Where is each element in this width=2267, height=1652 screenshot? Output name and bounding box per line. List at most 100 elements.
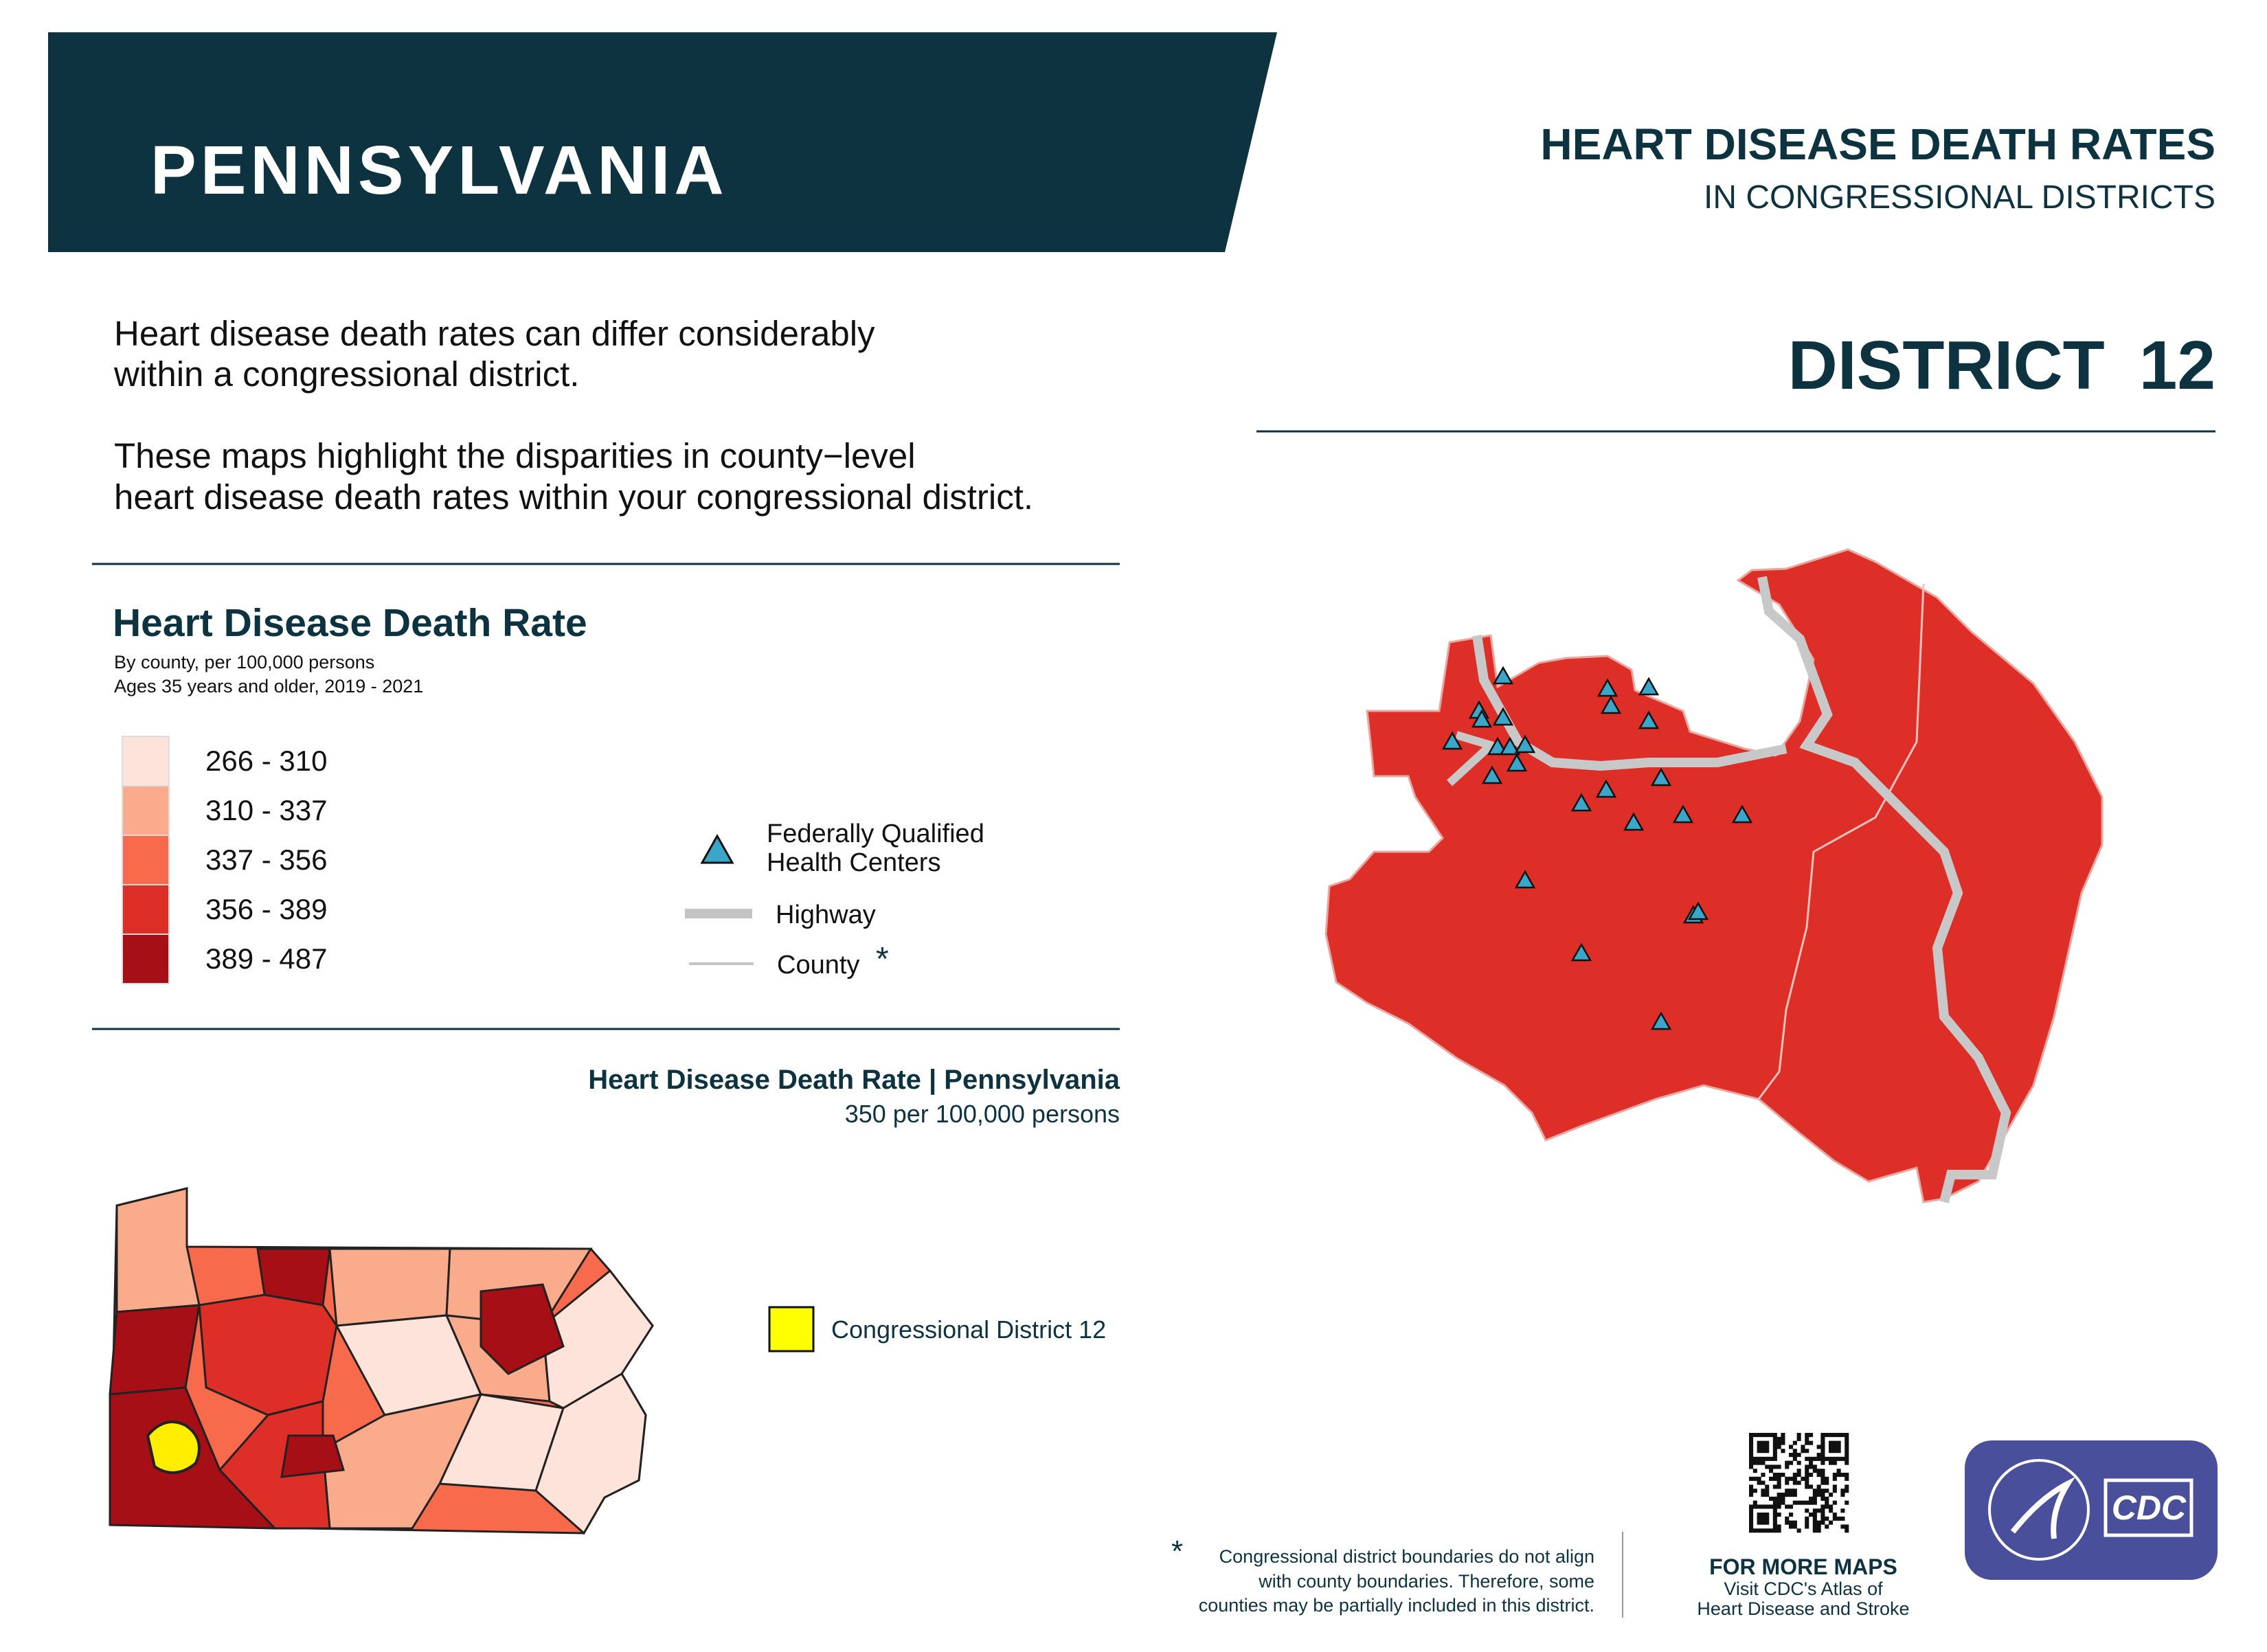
bin-label: 266 - 310	[205, 745, 327, 777]
qr-module	[1792, 1500, 1797, 1505]
fqhc-marker	[1499, 736, 1521, 756]
qr-module	[1825, 1456, 1829, 1461]
qr-module	[1789, 1460, 1794, 1465]
bin-swatch	[122, 884, 170, 935]
qr-module	[1812, 1528, 1817, 1533]
qr-module	[1749, 1504, 1754, 1509]
qr-module	[1820, 1480, 1825, 1485]
qr-module	[1789, 1493, 1794, 1497]
qr-module	[1765, 1528, 1770, 1533]
county-label: County	[777, 951, 859, 980]
qr-module	[1777, 1496, 1781, 1501]
qr-module	[1749, 1476, 1754, 1481]
bin-swatch	[122, 835, 170, 885]
bin-label: 310 - 337	[205, 794, 327, 826]
qr-module	[1765, 1440, 1770, 1445]
qr-module	[1777, 1480, 1781, 1485]
qr-module	[1757, 1476, 1761, 1481]
qr-module	[1789, 1524, 1794, 1529]
qr-module	[1805, 1473, 1809, 1478]
qr-module	[1805, 1436, 1809, 1441]
qr-module	[1772, 1449, 1777, 1453]
hhs-eagle	[2010, 1477, 2075, 1539]
legend-title: Heart Disease Death Rate	[113, 601, 587, 645]
qr-module	[1845, 1456, 1849, 1461]
qr-module	[1789, 1453, 1794, 1458]
qr-module	[1777, 1513, 1781, 1517]
qr-module	[1845, 1436, 1849, 1441]
qr-module	[1757, 1460, 1761, 1465]
qr-module	[1825, 1433, 1829, 1438]
qr-module	[1836, 1445, 1841, 1449]
qr-module	[1816, 1453, 1821, 1458]
qr-module	[1796, 1480, 1801, 1485]
qr-module	[1785, 1504, 1790, 1509]
title: HEART DISEASE DEATH RATES	[1540, 120, 2215, 169]
fqhc-marker	[1600, 695, 1622, 714]
qr-module	[1836, 1449, 1841, 1453]
qr-module	[1789, 1513, 1794, 1517]
bin-label: 389 - 487	[205, 942, 327, 975]
qr-module	[1832, 1460, 1837, 1465]
qr-module	[1772, 1453, 1777, 1458]
qr-module	[1809, 1456, 1814, 1461]
qr-module	[1820, 1496, 1825, 1501]
qr-module	[1769, 1433, 1774, 1438]
footnote-line: counties may be partially included in th…	[1199, 1595, 1594, 1616]
intro-line: heart disease death rates within your co…	[114, 477, 1033, 517]
qr-module	[1836, 1516, 1841, 1521]
qr-module	[1781, 1473, 1785, 1478]
qr-module	[1749, 1508, 1754, 1513]
footnote-line: with county boundaries. Therefore, some	[1258, 1571, 1594, 1592]
qr-module	[1769, 1469, 1774, 1473]
qr-module	[1805, 1469, 1809, 1473]
qr-module	[1781, 1436, 1785, 1441]
highway-label: Highway	[776, 901, 876, 929]
qr-module	[1832, 1449, 1837, 1453]
qr-module	[1749, 1445, 1754, 1449]
qr-module	[1772, 1473, 1777, 1478]
qr-module	[1832, 1476, 1837, 1481]
qr-module	[1816, 1469, 1821, 1473]
qr-module	[1789, 1445, 1794, 1449]
qr-module	[1845, 1440, 1849, 1445]
state-rate-title: Heart Disease Death Rate | Pennsylvania	[588, 1065, 1120, 1095]
qr-module	[1796, 1469, 1801, 1473]
qr-module	[1777, 1476, 1781, 1481]
qr-module	[1777, 1436, 1781, 1441]
qr-module	[1789, 1476, 1794, 1481]
qr-module	[1805, 1456, 1809, 1461]
qr-module	[1777, 1445, 1781, 1449]
qr-module	[1816, 1493, 1821, 1497]
qr-module	[1820, 1440, 1825, 1445]
fqhc-marker	[1597, 678, 1619, 697]
qr-module	[1785, 1476, 1790, 1481]
qr-module	[1836, 1473, 1841, 1478]
qr-module	[1781, 1496, 1785, 1501]
hhs-seal	[1988, 1459, 2090, 1561]
legend-subtitle: By county, per 100,000 persons	[114, 652, 374, 672]
qr-module	[1812, 1513, 1817, 1517]
qr-module	[1765, 1484, 1770, 1489]
qr-module	[1805, 1516, 1809, 1521]
legend-bins: 266 - 310 310 - 337 337 - 356 356 - 389 389 …	[122, 736, 327, 984]
qr-module	[1820, 1456, 1825, 1461]
qr-module	[1785, 1480, 1790, 1485]
qr-module	[1777, 1504, 1781, 1509]
qr-module	[1757, 1449, 1761, 1453]
qr-module	[1749, 1453, 1754, 1458]
qr-module	[1785, 1516, 1790, 1521]
qr-module	[1772, 1524, 1777, 1529]
qr-module	[1812, 1508, 1817, 1513]
qr-module	[1805, 1520, 1809, 1525]
qr-module	[1832, 1445, 1837, 1449]
qr-module	[1765, 1464, 1770, 1469]
qr-module	[1820, 1516, 1825, 1521]
qr-module	[1796, 1528, 1801, 1533]
qr-module	[1772, 1528, 1777, 1533]
district-number: 12	[2139, 327, 2215, 404]
qr-module	[1805, 1440, 1809, 1445]
qr-module	[1765, 1504, 1770, 1509]
qr-module	[1829, 1508, 1834, 1513]
qr-module	[1765, 1449, 1770, 1453]
